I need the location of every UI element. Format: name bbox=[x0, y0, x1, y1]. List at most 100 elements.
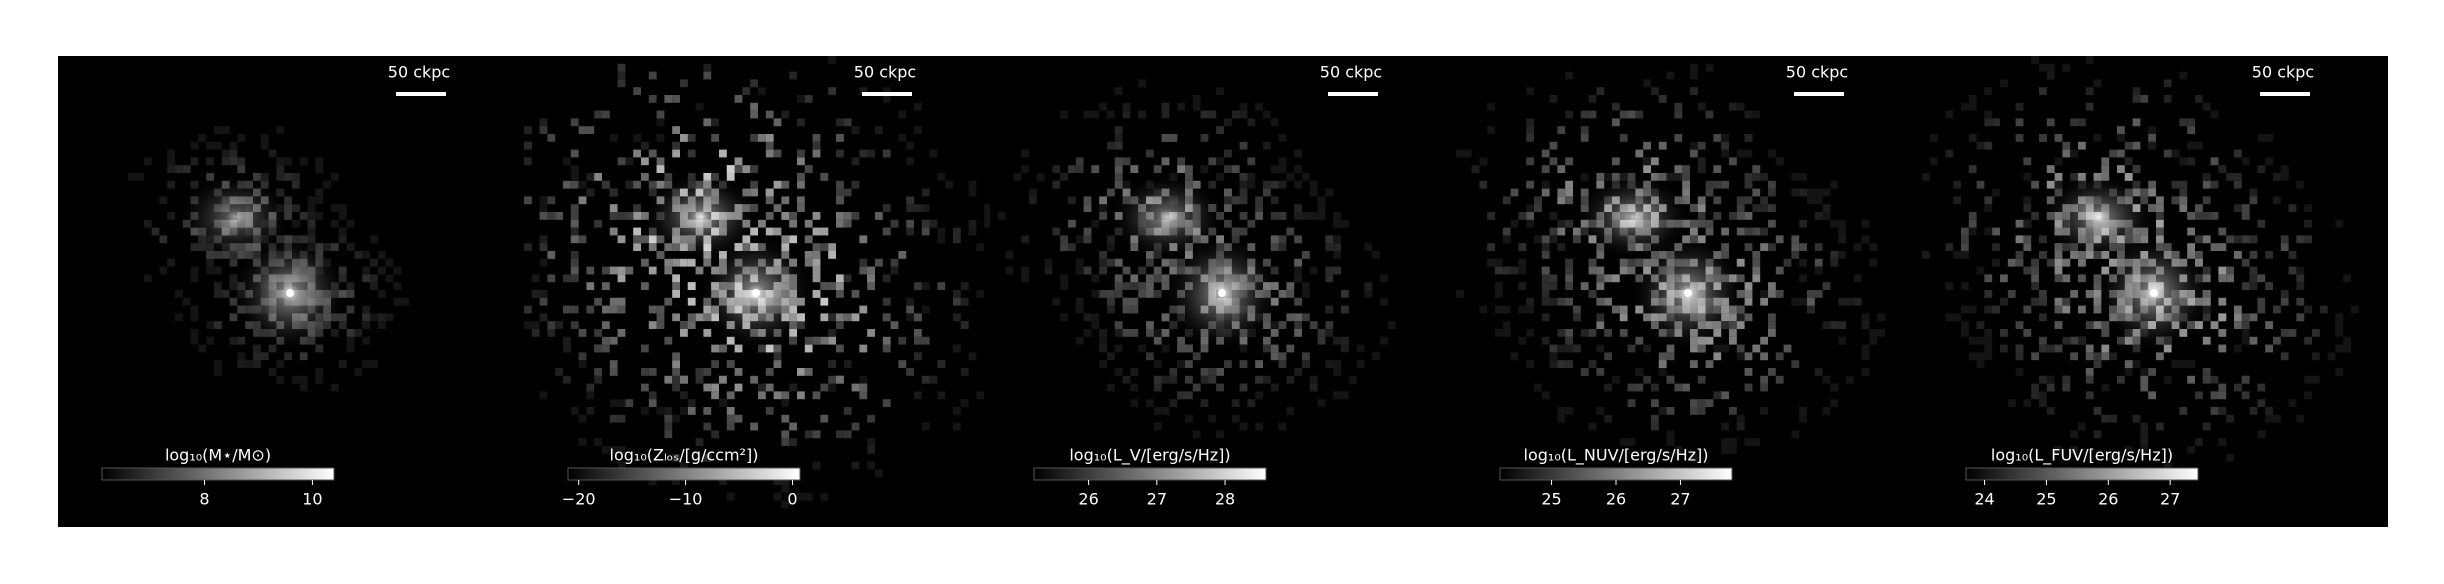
pixel bbox=[1736, 352, 1745, 361]
pixel bbox=[664, 173, 673, 181]
pixel bbox=[377, 251, 386, 259]
pixel bbox=[1372, 251, 1380, 259]
pixel bbox=[221, 126, 230, 134]
pixel bbox=[1744, 290, 1753, 298]
pixel bbox=[1984, 87, 1993, 95]
pixel bbox=[898, 110, 907, 119]
pixel bbox=[1146, 274, 1154, 283]
pixel bbox=[672, 258, 680, 267]
pixel bbox=[1270, 329, 1279, 337]
pixel bbox=[1877, 329, 1885, 337]
pixel bbox=[836, 290, 844, 298]
pixel bbox=[1526, 297, 1534, 306]
pixel bbox=[1161, 258, 1170, 267]
pixel bbox=[2234, 235, 2242, 244]
pixel bbox=[2241, 313, 2250, 322]
pixel bbox=[2086, 48, 2094, 56]
pixel bbox=[2093, 134, 2102, 142]
pixel bbox=[1518, 243, 1527, 251]
pixel bbox=[1752, 438, 1761, 446]
pixel bbox=[1107, 141, 1115, 150]
pixel bbox=[2218, 274, 2227, 283]
pixel bbox=[190, 157, 199, 166]
pixel bbox=[2085, 87, 2094, 95]
pixel bbox=[2015, 134, 2024, 142]
pixel bbox=[2202, 336, 2211, 345]
pixel bbox=[268, 149, 277, 158]
pixel bbox=[1099, 290, 1107, 298]
pixel bbox=[1953, 180, 1961, 189]
pixel bbox=[2000, 297, 2008, 306]
pixel bbox=[1752, 165, 1761, 173]
pixel bbox=[1721, 438, 1729, 446]
pixel bbox=[1643, 79, 1651, 88]
pixel bbox=[1768, 290, 1776, 298]
pixel bbox=[2132, 360, 2141, 368]
pixel bbox=[1510, 266, 1519, 275]
pixel bbox=[726, 360, 735, 368]
pixel bbox=[2070, 118, 2078, 127]
pixel bbox=[401, 297, 409, 306]
pixel bbox=[625, 212, 634, 220]
pixel bbox=[1161, 375, 1170, 384]
pixel bbox=[2109, 453, 2117, 462]
pixel bbox=[2171, 360, 2180, 368]
pixel bbox=[797, 149, 805, 158]
colorbar-tick-label: 8 bbox=[199, 490, 209, 509]
pixel bbox=[1697, 157, 1706, 166]
pixel bbox=[594, 110, 602, 119]
pixel bbox=[2327, 352, 2336, 361]
pixel bbox=[921, 336, 930, 345]
pixel bbox=[836, 344, 844, 353]
pixel bbox=[1596, 297, 1605, 306]
pixel bbox=[2249, 266, 2258, 275]
pixel bbox=[1580, 173, 1589, 181]
pixel bbox=[1658, 407, 1667, 415]
pixel bbox=[765, 141, 774, 150]
pixel bbox=[648, 149, 657, 158]
pixel bbox=[804, 258, 813, 267]
pixel bbox=[1697, 196, 1706, 205]
pixel bbox=[875, 469, 883, 478]
pixel bbox=[1869, 243, 1878, 251]
pixel bbox=[570, 407, 579, 415]
pixel bbox=[570, 165, 579, 173]
pixel bbox=[1557, 126, 1566, 134]
pixel bbox=[2000, 274, 2008, 283]
pixel bbox=[570, 219, 579, 228]
pixel bbox=[1263, 188, 1271, 197]
pixel bbox=[2218, 243, 2227, 251]
scale-label: 50 ckpc bbox=[2252, 63, 2314, 82]
pixel bbox=[1091, 110, 1100, 119]
pixel bbox=[1736, 102, 1745, 111]
pixel bbox=[1619, 438, 1628, 446]
pixel bbox=[2062, 297, 2071, 306]
pixel bbox=[1922, 173, 1930, 181]
pixel bbox=[687, 297, 696, 306]
pixel bbox=[726, 414, 735, 423]
pixel bbox=[2187, 360, 2195, 368]
pixel bbox=[1302, 313, 1310, 322]
pixel bbox=[750, 188, 758, 197]
pixel bbox=[2062, 63, 2071, 72]
pixel bbox=[609, 134, 618, 142]
pixel bbox=[2000, 329, 2008, 337]
pixel bbox=[953, 290, 961, 298]
pixel bbox=[2335, 313, 2344, 322]
pixel bbox=[968, 180, 977, 189]
pixel bbox=[2226, 414, 2234, 423]
pixel bbox=[1341, 219, 1349, 228]
pixel bbox=[1107, 352, 1115, 361]
pixel bbox=[695, 313, 704, 322]
pixel bbox=[563, 274, 571, 283]
pixel bbox=[1146, 149, 1154, 158]
pixel bbox=[687, 407, 696, 415]
pixel bbox=[781, 430, 790, 439]
pixel bbox=[1573, 235, 1581, 244]
pixel bbox=[836, 134, 844, 142]
pixel bbox=[570, 149, 579, 158]
pixel bbox=[1161, 313, 1170, 322]
pixel bbox=[617, 297, 626, 306]
pixel bbox=[1114, 180, 1123, 189]
pixel bbox=[1869, 329, 1878, 337]
